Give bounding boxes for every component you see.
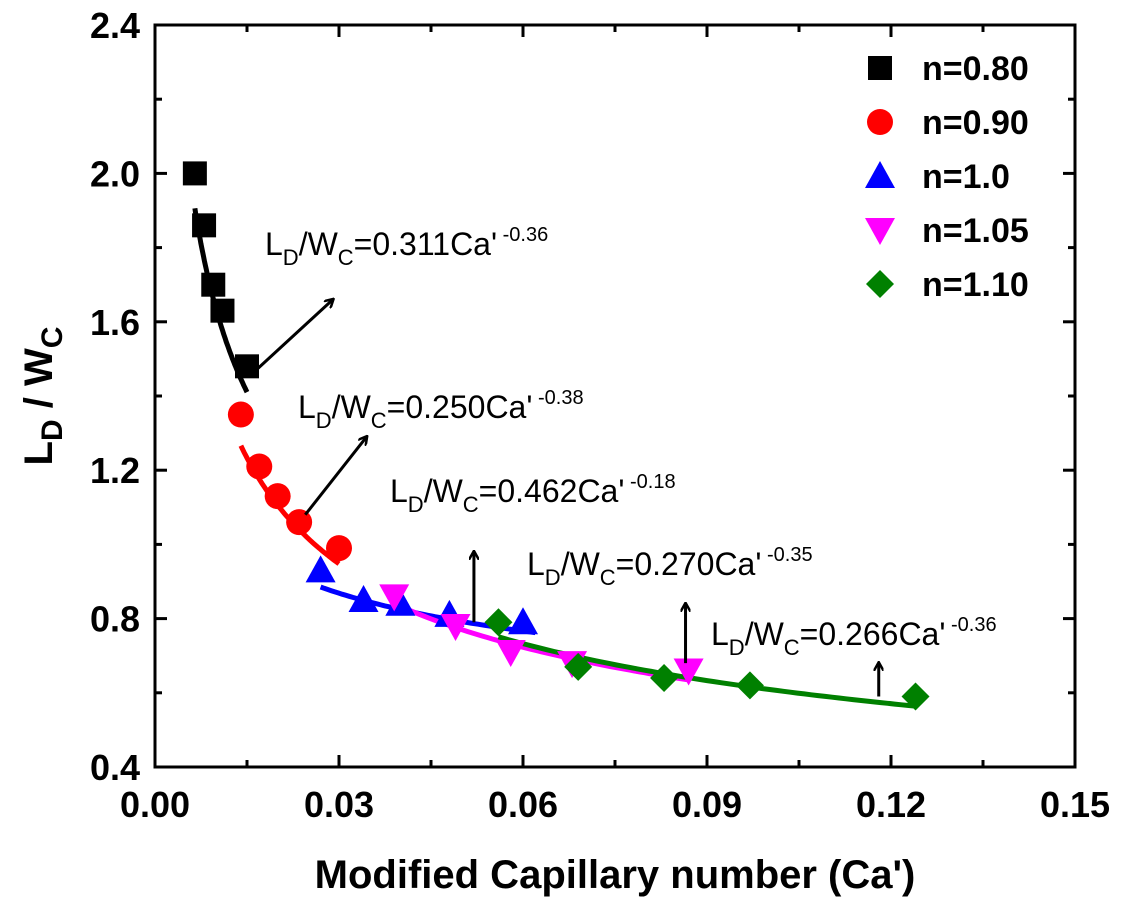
y-tick-label: 1.2	[90, 450, 140, 491]
legend-label: n=0.90	[922, 104, 1029, 142]
data-point-n=1.10	[564, 652, 593, 681]
data-point-n=1.0	[305, 555, 336, 583]
axis-ticks	[153, 23, 1077, 769]
data-point-n=1.0	[508, 607, 538, 635]
y-tick-label: 1.6	[90, 302, 140, 343]
data-point-n=0.80	[201, 272, 226, 297]
data-point-n=0.80	[210, 298, 235, 323]
annotation-equation: LD/WC=0.250Ca' -0.38	[298, 387, 584, 433]
y-tick-label: 2.0	[90, 153, 140, 194]
data-point-n=0.80	[182, 161, 207, 186]
annotation-equation: LD/WC=0.311Ca' -0.36	[265, 224, 548, 270]
data-point-n=1.10	[735, 671, 764, 700]
legend-marker-n=1.05	[865, 218, 895, 245]
data-markers	[182, 161, 930, 711]
legend-marker-n=1.10	[866, 270, 894, 298]
data-point-n=1.10	[650, 663, 679, 692]
x-tick-label: 0.09	[672, 784, 742, 825]
data-point-n=1.05	[379, 584, 410, 612]
x-tick-label: 0.03	[304, 784, 374, 825]
y-tick-label: 0.4	[90, 747, 140, 788]
legend-label: n=1.05	[922, 212, 1029, 250]
data-point-n=0.90	[246, 453, 273, 480]
x-tick-label: 0.06	[488, 784, 558, 825]
y-axis-title: LD / WC	[17, 327, 69, 466]
data-point-n=0.80	[235, 354, 259, 379]
data-point-n=0.90	[326, 535, 352, 562]
legend: n=0.80 n=0.90 n=1.0 n=1.05 n=1.10	[865, 50, 1029, 304]
legend-marker-n=1.0	[865, 161, 895, 188]
x-tick-label: 0.15	[1040, 784, 1110, 825]
fit-annotations: LD/WC=0.311Ca' -0.36 LD/WC=0.250Ca' -0.38…	[255, 224, 997, 697]
annotation-equation: LD/WC=0.270Ca' -0.35	[527, 544, 813, 590]
legend-label: n=1.0	[922, 158, 1010, 196]
data-point-n=1.05	[440, 614, 471, 642]
data-point-n=1.0	[348, 585, 379, 613]
y-tick-label: 0.8	[90, 599, 140, 640]
data-point-n=1.10	[901, 682, 930, 711]
annotation-arrow	[255, 300, 333, 372]
x-axis-title: Modified Capillary number (Ca')	[315, 853, 916, 897]
legend-marker-n=0.80	[868, 56, 892, 80]
y-tick-labels: 0.4 0.8 1.2 1.6 2.0 2.4	[90, 5, 140, 788]
data-point-n=0.90	[227, 401, 254, 428]
x-tick-label: 0.12	[856, 784, 926, 825]
data-point-n=0.90	[264, 483, 291, 510]
data-point-n=1.05	[495, 639, 526, 667]
legend-label: n=0.80	[922, 50, 1029, 88]
annotation-equation: LD/WC=0.266Ca' -0.36	[711, 614, 997, 660]
annotation-equation: LD/WC=0.462Ca' -0.18	[390, 471, 676, 517]
x-tick-label: 0.00	[120, 784, 190, 825]
data-point-n=1.10	[484, 608, 513, 637]
x-tick-labels: 0.00 0.03 0.06 0.09 0.12 0.15	[120, 784, 1110, 825]
y-tick-label: 2.4	[90, 5, 140, 46]
data-point-n=1.05	[673, 658, 704, 686]
data-point-n=0.90	[286, 509, 313, 536]
data-point-n=1.0	[385, 588, 416, 616]
data-point-n=0.80	[192, 213, 217, 238]
legend-marker-n=0.90	[867, 109, 893, 135]
annotation-arrow	[304, 437, 366, 516]
legend-label: n=1.10	[922, 266, 1029, 304]
